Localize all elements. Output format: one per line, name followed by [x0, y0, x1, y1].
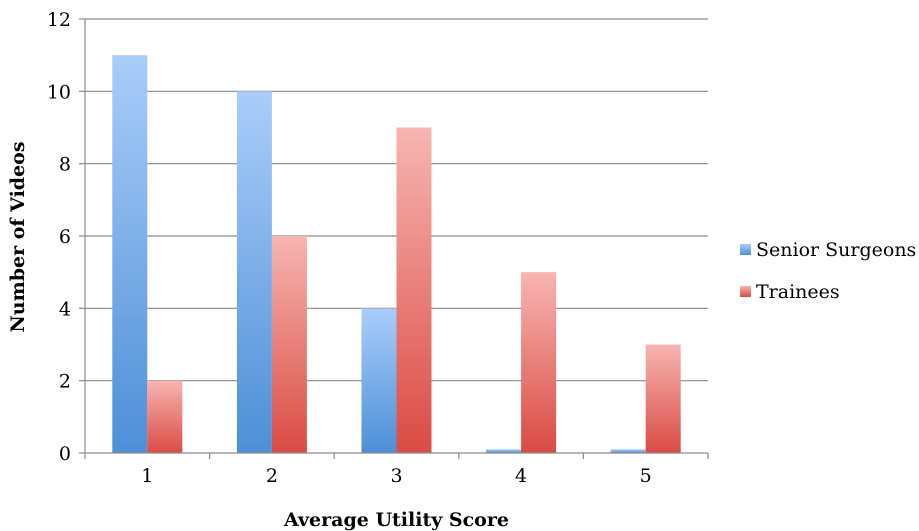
- bar-trainees-4: [521, 272, 557, 453]
- y-axis-title: Number of Videos: [7, 141, 29, 332]
- axes: [79, 18, 709, 459]
- x-tick-label: 2: [266, 465, 278, 487]
- x-tick-label: 4: [515, 465, 527, 487]
- bar-senior-surgeons-2: [236, 91, 272, 453]
- y-tick-label: 6: [59, 226, 71, 248]
- bar-trainees-2: [271, 236, 307, 453]
- x-tick-label: 5: [640, 465, 652, 487]
- legend-swatch: [740, 244, 751, 255]
- y-tick-label: 4: [59, 298, 71, 320]
- legend-label: Trainees: [756, 281, 840, 303]
- bar-senior-surgeons-4: [486, 449, 522, 453]
- bar-senior-surgeons-1: [112, 55, 148, 454]
- bar-trainees-1: [147, 380, 183, 453]
- legend-swatch: [740, 286, 751, 297]
- y-tick-label: 2: [59, 371, 71, 393]
- bar-trainees-5: [645, 344, 681, 453]
- bars: [112, 55, 681, 454]
- legend: Senior Surgeons Trainees: [740, 239, 916, 303]
- x-axis-title: Average Utility Score: [283, 509, 509, 531]
- y-tick-label: 8: [59, 154, 71, 176]
- y-tick-label: 12: [47, 9, 71, 31]
- x-tick-label: 1: [141, 465, 153, 487]
- y-tick-label: 10: [47, 81, 71, 103]
- bar-trainees-3: [396, 127, 432, 453]
- y-tick-label: 0: [59, 443, 71, 465]
- bar-senior-surgeons-5: [610, 449, 646, 453]
- x-tick-label: 3: [390, 465, 402, 487]
- bar-senior-surgeons-3: [361, 308, 397, 453]
- legend-label: Senior Surgeons: [756, 239, 916, 261]
